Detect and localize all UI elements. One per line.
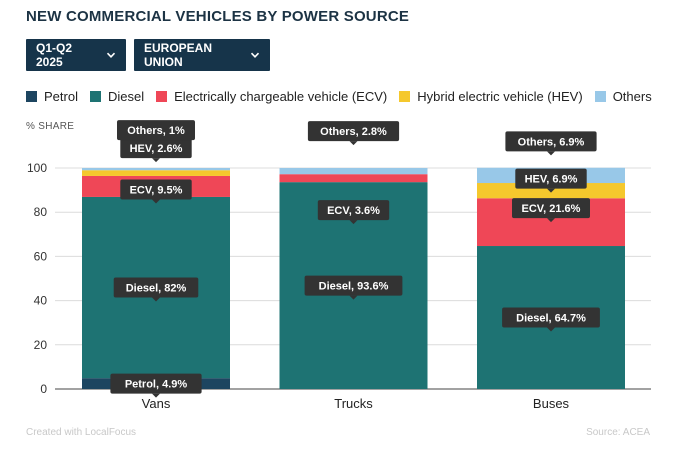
legend-label: Hybrid electric vehicle (HEV) [417, 89, 583, 104]
legend-label: Petrol [44, 89, 78, 104]
bar-segment [279, 168, 428, 175]
legend-swatch [399, 91, 411, 102]
data-label: Diesel, 82% [113, 277, 199, 302]
period-dropdown[interactable]: Q1-Q2 2025 [26, 39, 126, 71]
data-label-pointer [152, 158, 160, 163]
data-label-text: ECV, 21.6% [522, 203, 581, 215]
chart-title: NEW COMMERCIAL VEHICLES BY POWER SOURCE [26, 8, 410, 25]
data-label-text: HEV, 6.9% [525, 174, 578, 186]
data-label-box [502, 307, 600, 328]
data-label-box [304, 275, 403, 296]
data-label-text: ECV, 3.6% [327, 205, 380, 217]
data-label: ECV, 21.6% [512, 198, 590, 223]
y-tick-label: 100 [27, 161, 47, 175]
data-label-text: Others, 2.8% [320, 126, 387, 138]
x-tick-label: Vans [142, 396, 171, 411]
data-label-pointer [152, 140, 160, 145]
footer-credit[interactable]: Created with LocalFocus [26, 427, 137, 438]
data-label-pointer [152, 393, 160, 398]
legend-swatch [89, 91, 101, 102]
region-dropdown-label: EUROPEAN UNION [144, 41, 213, 69]
y-axis-label: % SHARE [26, 121, 75, 132]
bars-layer [82, 167, 625, 389]
data-label: ECV, 3.6% [317, 200, 390, 225]
chart-legend: Petrol Diesel Electrically chargeable ve… [26, 89, 652, 104]
legend-item-ecv[interactable]: Electrically chargeable vehicle (ECV) [156, 89, 387, 104]
data-label-box [515, 168, 587, 189]
chevron-down-icon [106, 50, 116, 60]
bar-segment [279, 174, 428, 183]
legend-swatch [26, 91, 37, 102]
data-label: Others, 2.8% [307, 121, 400, 146]
data-label-text: HEV, 2.6% [130, 143, 183, 155]
data-label-box [120, 138, 192, 159]
data-label-box [512, 198, 590, 219]
data-label-pointer [349, 141, 358, 146]
data-label-text: Others, 6.9% [518, 136, 585, 148]
y-tick-label: 80 [34, 205, 48, 219]
data-label: Diesel, 64.7% [502, 307, 600, 332]
legend-label: Others [612, 89, 652, 104]
data-label-box [110, 373, 202, 394]
data-label-box [117, 120, 195, 141]
data-label-text: Others, 1% [127, 125, 185, 137]
data-label-box [120, 179, 192, 200]
bar-segment [82, 168, 230, 171]
data-label-text: ECV, 9.5% [130, 184, 183, 196]
data-label-pointer [547, 218, 555, 223]
legend-item-petrol[interactable]: Petrol [26, 89, 78, 104]
data-label: Others, 1% [117, 120, 195, 145]
data-label-text: Diesel, 82% [126, 283, 187, 295]
data-label-text: Diesel, 93.6% [319, 281, 389, 293]
data-label-box [113, 277, 199, 298]
data-label: HEV, 2.6% [120, 138, 192, 163]
footer-source: Source: ACEA [586, 427, 650, 438]
data-label: Petrol, 4.9% [110, 373, 202, 398]
data-label-box [505, 131, 597, 152]
data-label-pointer [349, 220, 358, 225]
data-label: Diesel, 93.6% [304, 275, 403, 300]
y-tick-label: 0 [40, 382, 47, 396]
legend-swatch [156, 91, 168, 102]
y-tick-label: 60 [34, 249, 48, 263]
legend-swatch [594, 91, 606, 102]
period-dropdown-label: Q1-Q2 2025 [36, 41, 73, 69]
data-label: ECV, 9.5% [120, 179, 192, 204]
data-labels-layer: Petrol, 4.9% Diesel, 82% ECV, 9.5% HEV, 2.6… [110, 120, 600, 398]
data-label: Others, 6.9% [505, 131, 597, 156]
y-tick-label: 40 [34, 294, 48, 308]
legend-item-diesel[interactable]: Diesel [89, 89, 145, 104]
bar-segment [82, 170, 230, 176]
region-dropdown[interactable]: EUROPEAN UNION [134, 39, 270, 71]
chevron-down-icon [250, 50, 260, 60]
legend-item-hev[interactable]: Hybrid electric vehicle (HEV) [399, 89, 583, 104]
legend-item-others[interactable]: Others [594, 89, 652, 104]
legend-label: Electrically chargeable vehicle (ECV) [174, 89, 388, 104]
data-label-box [317, 200, 390, 221]
data-label-pointer [152, 297, 160, 302]
data-label-pointer [547, 151, 555, 156]
data-label: HEV, 6.9% [515, 168, 587, 193]
data-label-pointer [547, 188, 555, 193]
data-label-text: Petrol, 4.9% [125, 379, 188, 391]
x-tick-label: Trucks [334, 396, 373, 411]
x-tick-label: Buses [533, 396, 570, 411]
data-label-pointer [349, 295, 358, 300]
y-tick-label: 20 [34, 338, 48, 352]
legend-label: Diesel [107, 89, 145, 104]
data-label-box [307, 121, 400, 142]
data-label-pointer [547, 327, 555, 332]
data-label-pointer [152, 199, 160, 204]
data-label-text: Diesel, 64.7% [516, 313, 586, 325]
